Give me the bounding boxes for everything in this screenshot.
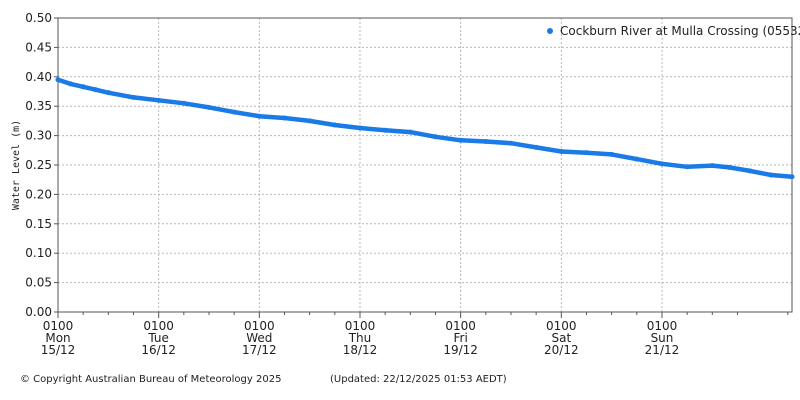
y-tick-label: 0.30: [25, 129, 52, 143]
legend-marker: [547, 28, 553, 34]
x-tick-label-date: 15/12: [41, 343, 76, 357]
data-point: [634, 156, 640, 162]
x-tick-label-day: Mon: [45, 331, 70, 345]
data-point: [407, 129, 413, 135]
y-tick-label: 0.15: [25, 217, 52, 231]
data-point: [68, 81, 74, 87]
data-point: [483, 138, 489, 144]
y-tick-label: 0.25: [25, 158, 52, 172]
grid: [57, 17, 792, 313]
data-point: [533, 144, 539, 150]
data-point: [609, 151, 615, 157]
data-point: [458, 137, 464, 143]
x-tick-label-date: 21/12: [645, 343, 680, 357]
x-tick-label-time: 0100: [143, 319, 174, 333]
data-point: [156, 97, 162, 103]
data-point: [684, 164, 690, 170]
series-line: [55, 77, 795, 180]
y-tick-label: 0.35: [25, 99, 52, 113]
x-tick-label-day: Tue: [147, 331, 169, 345]
x-tick-label-day: Thu: [348, 331, 372, 345]
data-point: [55, 77, 61, 83]
x-tick-label-date: 20/12: [544, 343, 579, 357]
x-tick-label-day: Fri: [454, 331, 468, 345]
data-point: [80, 84, 86, 90]
data-point: [307, 118, 313, 124]
x-tick-label-time: 0100: [647, 319, 678, 333]
x-tick-label-date: 17/12: [242, 343, 277, 357]
data-point: [357, 125, 363, 131]
x-tick-label-time: 0100: [445, 319, 476, 333]
data-point: [231, 109, 237, 115]
data-point: [558, 148, 564, 154]
legend-label: Cockburn River at Mulla Crossing (055321…: [560, 24, 800, 38]
y-tick-label: 0.40: [25, 70, 52, 84]
data-point: [206, 104, 212, 110]
x-tick-label-time: 0100: [546, 319, 577, 333]
x-tick-label-day: Sat: [551, 331, 571, 345]
data-point: [281, 115, 287, 121]
y-tick-label: 0.50: [25, 11, 52, 25]
y-tick-label: 0.05: [25, 276, 52, 290]
y-axis-label: Water Level (m): [11, 120, 22, 210]
y-tick-label: 0.00: [25, 305, 52, 319]
data-point: [709, 163, 715, 169]
data-point: [747, 168, 753, 174]
data-point: [93, 87, 99, 93]
y-tick-label: 0.10: [25, 246, 52, 260]
y-tick-label: 0.45: [25, 40, 52, 54]
data-point: [332, 122, 338, 128]
data-point: [508, 140, 514, 146]
data-point: [256, 113, 262, 119]
data-point: [432, 134, 438, 140]
x-tick-label-time: 0100: [345, 319, 376, 333]
y-tick-label: 0.20: [25, 187, 52, 201]
data-point: [382, 127, 388, 133]
x-tick-label-date: 16/12: [141, 343, 176, 357]
data-point: [768, 172, 774, 178]
x-tick-label-time: 0100: [43, 319, 74, 333]
data-point: [130, 94, 136, 100]
copyright-text: © Copyright Australian Bureau of Meteoro…: [20, 374, 282, 385]
x-tick-label-day: Sun: [651, 331, 674, 345]
x-tick-label-date: 18/12: [343, 343, 378, 357]
data-point: [726, 164, 732, 170]
updated-text: (Updated: 22/12/2025 01:53 AEDT): [330, 374, 507, 385]
x-tick-label-day: Wed: [246, 331, 272, 345]
axes: 0.00 0.05 0.10 0.15 0.20 0.25 0.30 0.35 0.40 0.45…: [25, 11, 789, 357]
data-point: [181, 100, 187, 106]
data-point: [583, 150, 589, 156]
data-point: [789, 174, 795, 180]
x-tick-label-time: 0100: [244, 319, 275, 333]
data-point: [105, 90, 111, 96]
series-layer: [55, 77, 795, 180]
x-tick-label-date: 19/12: [443, 343, 478, 357]
legend: Cockburn River at Mulla Crossing (055321…: [547, 24, 800, 38]
data-point: [659, 161, 665, 167]
